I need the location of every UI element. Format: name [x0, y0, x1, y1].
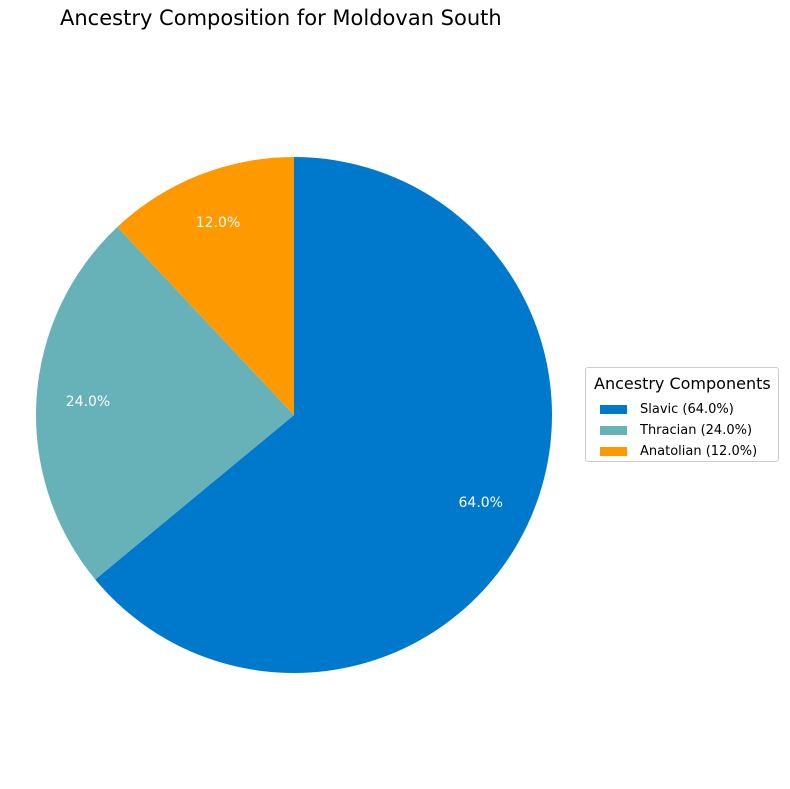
legend-swatch-slavic [600, 405, 627, 414]
pie-slice-thracian [36, 226, 295, 580]
pie-slice-anatolian [117, 157, 295, 415]
legend-item-thracian: Thracian (24.0%) [594, 420, 770, 441]
legend: Ancestry Components Slavic (64.0%) Thrac… [585, 367, 779, 462]
legend-label-thracian: Thracian (24.0%) [640, 423, 753, 438]
legend-swatch-anatolian [600, 447, 627, 456]
pie-slice-slavic [95, 157, 552, 673]
legend-swatch-thracian [600, 426, 627, 435]
pie-label-thracian: 24.0% [66, 394, 110, 410]
pie-slices [36, 157, 552, 673]
legend-label-anatolian: Anatolian (12.0%) [640, 444, 758, 459]
pie-label-anatolian: 12.0% [196, 215, 240, 231]
legend-label-slavic: Slavic (64.0%) [640, 402, 734, 417]
legend-item-slavic: Slavic (64.0%) [594, 399, 770, 420]
legend-title: Ancestry Components [594, 374, 771, 393]
legend-item-anatolian: Anatolian (12.0%) [594, 441, 770, 462]
chart-title: Ancestry Composition for Moldovan South [60, 6, 502, 30]
pie-label-slavic: 64.0% [459, 495, 503, 511]
pie-slice-labels: 64.0% 24.0% 12.0% [66, 215, 503, 511]
